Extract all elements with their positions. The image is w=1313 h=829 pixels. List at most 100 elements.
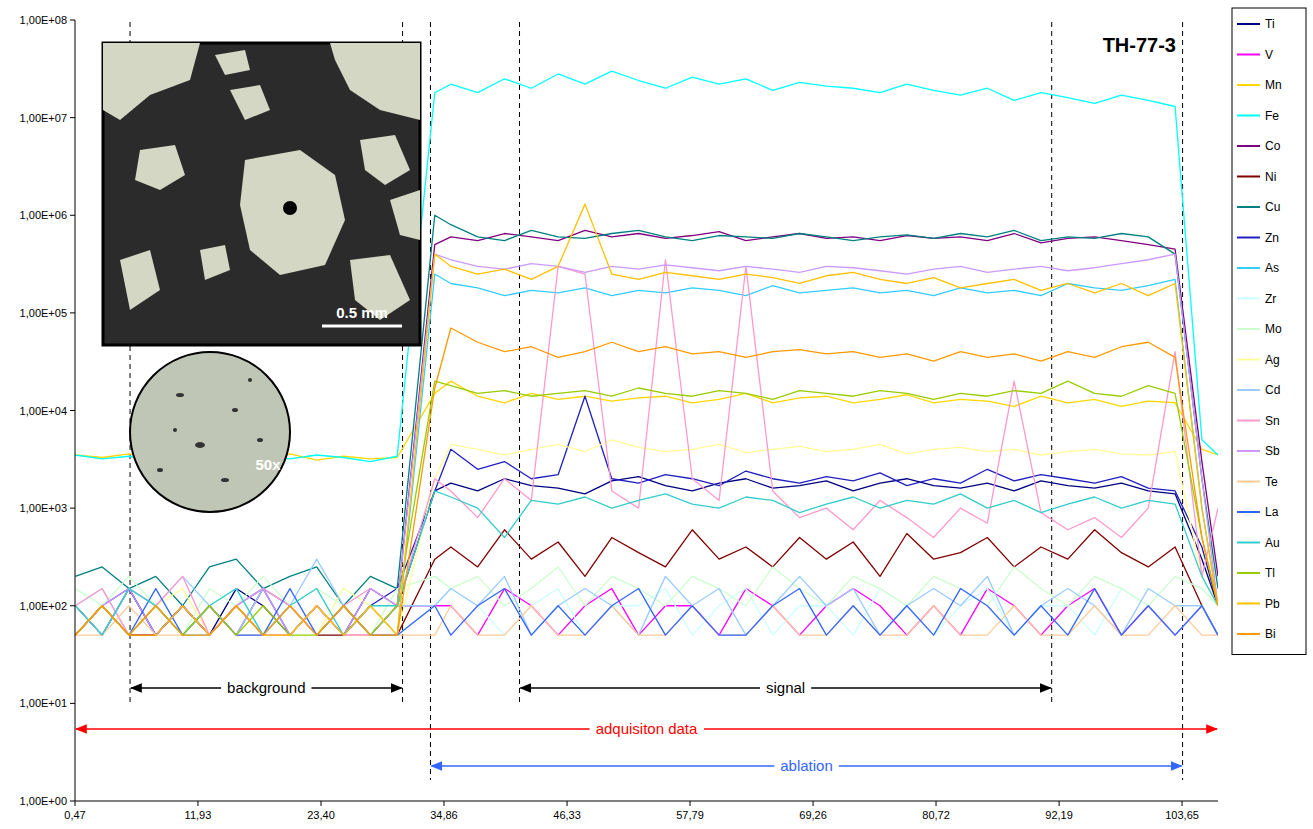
x-tick-label: 11,93 [185,809,212,821]
x-tick [936,801,937,806]
y-tick-label: 1,00E+06 [20,209,67,221]
legend-swatch [1237,54,1260,56]
y-tick [70,605,75,606]
legend-swatch [1237,572,1260,574]
speck [195,442,205,448]
legend-swatch [1237,84,1260,86]
scale-bar [322,325,402,328]
y-tick [70,410,75,411]
x-tick [690,801,691,806]
annotation-label-bg [590,719,704,738]
x-tick-label: 103,65 [1165,809,1199,821]
mineral-grain [103,43,200,120]
x-tick-label: 0,47 [64,809,85,821]
series-line [75,491,1218,635]
legend-label: Pb [1265,597,1280,611]
annotation-label: background [227,679,305,696]
mineral-grain [230,85,270,120]
x-tick [321,801,322,806]
x-tick [75,801,76,806]
y-tick-label: 1,00E+08 [20,14,67,26]
guide-line [519,22,520,702]
legend-swatch [1237,481,1260,483]
mineral-grain [120,250,160,310]
series-line [75,567,1218,635]
legend-label: Mo [1265,322,1282,336]
y-tick [70,508,75,509]
y-tick [70,703,75,704]
ablation-spot [283,201,297,215]
y-tick [70,20,75,21]
legend-swatch [1237,542,1260,544]
annotation-label-bg [221,678,311,697]
speck [157,468,163,472]
mineral-grain [390,190,420,240]
photo [103,43,420,345]
speck [173,428,177,432]
series-line [75,530,1218,635]
x-tick [1059,801,1060,806]
annotation-label-bg [774,756,839,775]
x-tick-label: 92,19 [1045,809,1073,821]
x-axis [75,801,1218,802]
mineral-grain [135,145,185,190]
legend-swatch [1237,115,1260,117]
mineral-grain [360,135,410,185]
legend-label: V [1265,48,1273,62]
annotation-label: ablation [780,757,833,774]
legend-swatch [1237,420,1260,422]
x-tick-label: 57,79 [676,809,704,821]
legend-swatch [1237,206,1260,208]
speck [221,478,229,482]
legend-label: Cd [1265,383,1280,397]
y-tick [70,215,75,216]
mineral-grain [240,150,345,275]
speck [232,408,238,412]
series-line [75,589,1218,636]
mineral-grain [215,50,250,75]
y-tick-label: 1,00E+02 [20,600,67,612]
x-tick-label: 69,26 [799,809,827,821]
legend: TiVMnFeCoNiCuZnAsZrMoAgCdSnSbTeLaAuTlPbB… [1232,8,1306,655]
x-tick [1182,801,1183,806]
mineral-grain [200,245,230,280]
legend-swatch [1237,450,1260,452]
x-tick [567,801,568,806]
y-tick [70,801,75,802]
legend-label: La [1265,505,1279,519]
series-line [75,606,1218,635]
title: TH-77-3 [1103,34,1176,56]
y-tick-label: 1,00E+01 [20,697,67,709]
lens-view [130,352,290,512]
y-tick-label: 1,00E+03 [20,502,67,514]
legend-swatch [1237,237,1260,239]
annotation-label-bg [760,678,811,697]
y-tick [70,117,75,118]
legend-label: Ni [1265,170,1276,184]
y-tick-label: 1,00E+07 [20,112,67,124]
legend-swatch [1237,23,1260,25]
series-line [75,589,1218,636]
legend-label: Fe [1265,109,1279,123]
x-tick-label: 23,40 [307,809,335,821]
speck [248,378,252,382]
legend-swatch [1237,359,1260,361]
legend-swatch [1237,603,1260,605]
y-tick-label: 1,00E+00 [20,795,67,807]
legend-label: Sn [1265,414,1280,428]
legend-swatch [1237,176,1260,178]
legend-swatch [1237,145,1260,147]
x-tick-label: 80,72 [922,809,950,821]
legend-label: Bi [1265,627,1276,641]
legend-label: Au [1265,536,1280,550]
legend-label: Te [1265,475,1278,489]
guide-line [1051,22,1052,702]
x-tick [813,801,814,806]
x-tick-label: 34,86 [430,809,458,821]
x-tick [197,801,198,806]
annotations: backgroundsignaladquisiton dataablation [76,678,1217,775]
mineral-grain [330,43,420,120]
y-tick-label: 1,00E+04 [20,405,67,417]
legend-label: Mn [1265,78,1282,92]
legend-label: As [1265,261,1279,275]
